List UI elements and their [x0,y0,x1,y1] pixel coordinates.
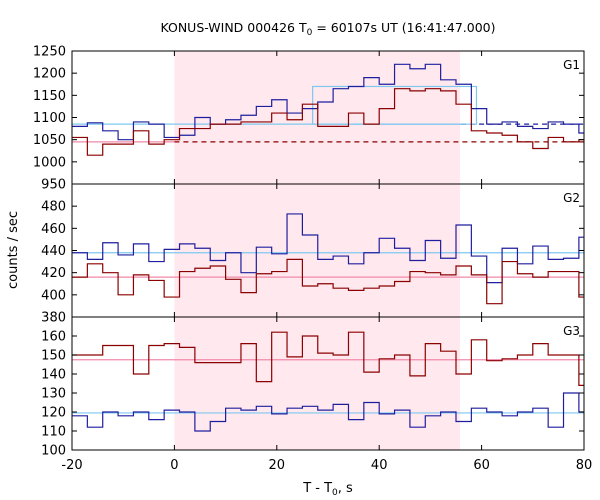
y-tick-label: 440 [41,244,66,259]
y-tick-label: 480 [41,200,66,215]
panel-g2: 380 400 420 440 460 480 G2 [41,183,585,326]
panel-data-layer [72,213,584,305]
y-tick-label: 380 [41,311,66,326]
y-tick-label: 130 [41,387,66,402]
panel-data-layer [72,63,584,156]
x-tick-label: 60 [473,458,490,473]
chart-title: KONUS-WIND 000426 T0 = 60107s UT (16:41:… [160,20,495,38]
y-tick-label: 1000 [33,155,66,170]
y-tick-label: 1200 [33,67,66,82]
panel-label: G1 [563,58,580,72]
y-tick-label: 150 [41,349,66,364]
panel-frame [71,316,585,451]
x-tick-label: 80 [576,458,593,473]
y-tick-label: 100 [41,444,66,459]
count-series-red [72,331,584,386]
y-tick-label: 1100 [33,111,66,126]
y-tick-label: 950 [41,178,66,193]
panel-data-layer [72,331,584,432]
x-tick-label: -20 [61,458,82,473]
y-tick-label: 1250 [33,45,66,60]
x-axis-title: T - T0, s [302,481,353,498]
x-tick-label: 40 [371,458,388,473]
panel-label: G3 [563,324,580,338]
y-tick-label: 1050 [33,133,66,148]
y-tick-label: 400 [41,288,66,303]
plot-area: 950100010501100115012001250G138040042044… [33,45,593,474]
y-tick-label: 420 [41,266,66,281]
y-tick-label: 160 [41,330,66,345]
y-tick-label: 110 [41,425,66,440]
count-series-blue [72,213,584,284]
interval-box [312,85,478,125]
x-tick-label: 0 [170,458,178,473]
panel-g3: 100 110 120 130 140 150 160 G3 [41,316,585,459]
count-series-blue [72,392,584,432]
y-tick-label: 120 [41,406,66,421]
x-tick-label: 20 [269,458,286,473]
count-series-red [72,258,584,305]
y-tick-label: 460 [41,222,66,237]
count-series-blue [72,63,584,141]
y-tick-label: 1150 [33,89,66,104]
y-tick-label: 140 [41,368,66,383]
y-axis-title: counts / sec [6,211,21,289]
panel-label: G2 [563,191,580,205]
count-series-red [72,88,584,156]
